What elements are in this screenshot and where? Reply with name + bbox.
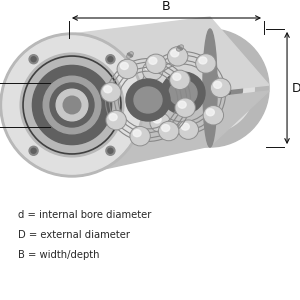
- Ellipse shape: [212, 80, 230, 96]
- Ellipse shape: [129, 54, 131, 56]
- Ellipse shape: [176, 45, 184, 51]
- Ellipse shape: [50, 83, 94, 127]
- Ellipse shape: [200, 77, 220, 99]
- Ellipse shape: [135, 88, 155, 108]
- Ellipse shape: [146, 54, 166, 73]
- Ellipse shape: [150, 113, 170, 132]
- Ellipse shape: [169, 80, 197, 106]
- Ellipse shape: [43, 76, 101, 134]
- Ellipse shape: [133, 130, 141, 137]
- Ellipse shape: [143, 61, 163, 80]
- Ellipse shape: [3, 36, 141, 174]
- Ellipse shape: [134, 87, 162, 113]
- Ellipse shape: [131, 128, 149, 145]
- Text: B: B: [162, 0, 171, 13]
- Ellipse shape: [63, 96, 81, 114]
- Ellipse shape: [29, 55, 38, 64]
- Ellipse shape: [0, 33, 144, 177]
- Ellipse shape: [178, 120, 198, 139]
- Ellipse shape: [178, 101, 186, 108]
- Ellipse shape: [206, 109, 214, 116]
- Text: D = external diameter: D = external diameter: [18, 230, 130, 240]
- Ellipse shape: [117, 59, 137, 79]
- Ellipse shape: [120, 62, 128, 70]
- Ellipse shape: [147, 55, 165, 72]
- Ellipse shape: [176, 99, 194, 116]
- Ellipse shape: [108, 148, 113, 153]
- Ellipse shape: [204, 107, 222, 124]
- Ellipse shape: [178, 46, 179, 48]
- Ellipse shape: [171, 50, 179, 57]
- Ellipse shape: [108, 57, 113, 62]
- Text: d = internal bore diameter: d = internal bore diameter: [18, 210, 152, 220]
- Ellipse shape: [29, 146, 38, 155]
- Ellipse shape: [166, 44, 254, 132]
- Ellipse shape: [197, 55, 215, 72]
- Ellipse shape: [136, 90, 154, 106]
- Ellipse shape: [211, 78, 231, 98]
- Ellipse shape: [214, 81, 222, 88]
- Ellipse shape: [31, 148, 36, 153]
- Ellipse shape: [107, 112, 125, 129]
- Ellipse shape: [168, 47, 188, 66]
- Ellipse shape: [109, 114, 117, 121]
- Ellipse shape: [181, 123, 189, 130]
- Ellipse shape: [101, 83, 121, 102]
- Ellipse shape: [160, 122, 178, 140]
- Ellipse shape: [102, 84, 120, 101]
- Ellipse shape: [104, 86, 112, 93]
- Text: B = width/depth: B = width/depth: [18, 250, 100, 260]
- Ellipse shape: [118, 61, 136, 77]
- Ellipse shape: [151, 29, 269, 147]
- Ellipse shape: [138, 92, 146, 99]
- Ellipse shape: [196, 54, 216, 73]
- Ellipse shape: [106, 55, 115, 64]
- Ellipse shape: [170, 70, 190, 89]
- Ellipse shape: [149, 57, 157, 64]
- Ellipse shape: [179, 121, 197, 138]
- Ellipse shape: [181, 48, 182, 50]
- Ellipse shape: [169, 48, 187, 65]
- Ellipse shape: [106, 111, 126, 130]
- Ellipse shape: [179, 47, 181, 49]
- Ellipse shape: [173, 73, 181, 80]
- Ellipse shape: [144, 62, 162, 79]
- Ellipse shape: [130, 127, 150, 146]
- Ellipse shape: [130, 55, 133, 57]
- Ellipse shape: [128, 53, 130, 55]
- Ellipse shape: [199, 57, 207, 64]
- Ellipse shape: [189, 67, 231, 109]
- Polygon shape: [72, 91, 269, 176]
- Ellipse shape: [31, 57, 36, 62]
- Ellipse shape: [171, 71, 189, 88]
- Ellipse shape: [106, 146, 115, 155]
- Ellipse shape: [126, 79, 170, 121]
- Ellipse shape: [153, 116, 161, 123]
- Polygon shape: [72, 17, 269, 101]
- Ellipse shape: [175, 98, 195, 117]
- Ellipse shape: [161, 72, 205, 114]
- Ellipse shape: [20, 53, 124, 157]
- Ellipse shape: [56, 89, 88, 121]
- Ellipse shape: [203, 106, 223, 125]
- Ellipse shape: [178, 56, 242, 121]
- Ellipse shape: [162, 124, 170, 131]
- Ellipse shape: [203, 29, 217, 147]
- Ellipse shape: [151, 114, 169, 131]
- Ellipse shape: [32, 65, 112, 145]
- Ellipse shape: [127, 52, 133, 58]
- Text: D: D: [292, 82, 300, 94]
- Ellipse shape: [159, 122, 179, 140]
- Ellipse shape: [146, 64, 154, 71]
